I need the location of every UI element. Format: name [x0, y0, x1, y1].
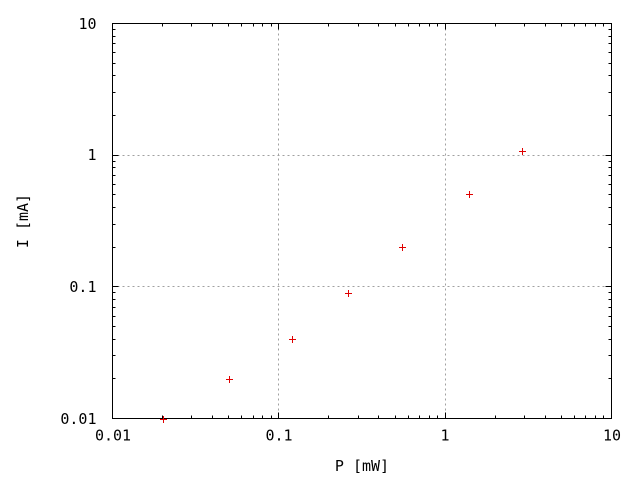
plot-border: [112, 23, 612, 419]
x-tick-label: 10: [603, 427, 621, 445]
x-tick-label: 0.1: [265, 427, 292, 445]
y-tick-label: 10: [78, 15, 96, 33]
x-axis-title: P [mW]: [334, 457, 390, 475]
y-tick-label: 1: [87, 146, 96, 164]
x-tick-label: 0.01: [95, 427, 131, 445]
x-tick-label: 1: [440, 427, 449, 445]
y-tick-label: 0.01: [60, 410, 96, 428]
y-tick-label: 0.1: [69, 278, 96, 296]
y-axis-title: I [mA]: [14, 193, 32, 249]
